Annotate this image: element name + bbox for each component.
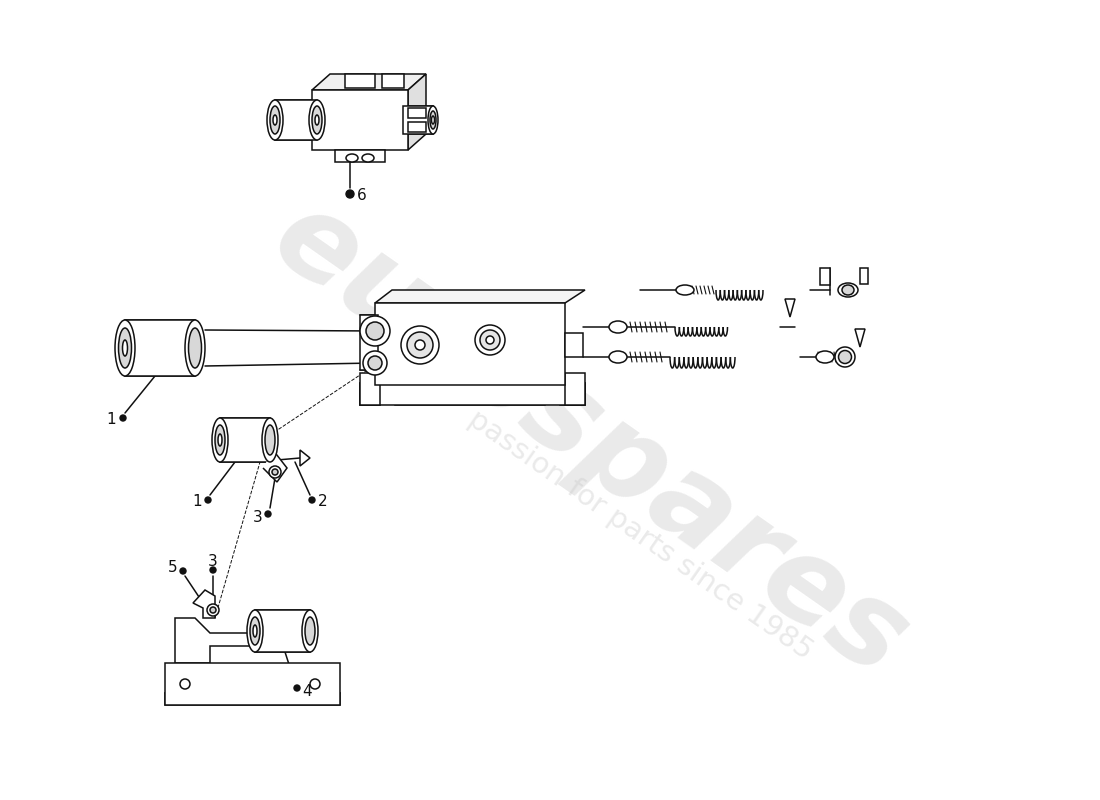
Ellipse shape [207,604,219,616]
Ellipse shape [486,336,494,344]
Circle shape [309,497,315,503]
Polygon shape [785,299,795,317]
Ellipse shape [816,351,834,363]
Ellipse shape [185,320,205,376]
Bar [565,373,585,405]
Ellipse shape [428,106,438,134]
Ellipse shape [430,111,436,129]
Polygon shape [408,74,426,150]
Ellipse shape [842,285,854,295]
Ellipse shape [119,328,132,368]
Text: 2: 2 [318,494,328,510]
Ellipse shape [309,100,324,140]
Circle shape [265,511,271,517]
Bar [408,108,426,118]
Bar [382,74,404,88]
Ellipse shape [362,154,374,162]
Circle shape [346,190,354,198]
Bar [360,373,379,405]
Ellipse shape [676,285,694,295]
Ellipse shape [415,340,425,350]
Ellipse shape [312,106,322,134]
Text: 3: 3 [208,554,218,570]
Polygon shape [192,590,215,618]
Ellipse shape [272,469,278,475]
Ellipse shape [407,332,433,358]
Polygon shape [375,290,585,303]
Ellipse shape [302,610,318,652]
Bar [360,315,378,370]
Polygon shape [263,450,287,482]
Polygon shape [360,383,585,405]
Ellipse shape [366,322,384,340]
Ellipse shape [218,434,222,446]
Circle shape [210,567,216,573]
Circle shape [294,685,300,691]
Ellipse shape [270,466,280,478]
Ellipse shape [475,325,505,355]
Bar [360,383,585,405]
Bar [255,610,310,652]
Polygon shape [860,268,868,284]
Ellipse shape [273,115,277,125]
Ellipse shape [431,116,434,124]
Text: 3: 3 [253,510,263,526]
Ellipse shape [248,610,263,652]
Text: 1: 1 [192,494,201,510]
Ellipse shape [212,418,228,462]
Ellipse shape [480,330,501,350]
Ellipse shape [835,347,855,367]
Polygon shape [175,618,275,663]
Circle shape [180,568,186,574]
Ellipse shape [346,154,358,162]
Text: 4: 4 [302,683,311,698]
Ellipse shape [838,350,851,363]
Ellipse shape [609,351,627,363]
Bar [220,418,270,462]
Ellipse shape [267,100,283,140]
Ellipse shape [214,425,225,455]
Circle shape [205,497,211,503]
Bar [345,74,375,88]
Ellipse shape [315,115,319,125]
Ellipse shape [305,617,315,645]
Ellipse shape [122,340,128,356]
Bar [565,333,583,357]
Ellipse shape [368,356,382,370]
Bar [312,90,408,150]
Ellipse shape [270,106,280,134]
Polygon shape [300,450,310,466]
Bar [336,150,385,162]
Ellipse shape [250,617,260,645]
Text: 5: 5 [168,561,178,575]
Text: passion for parts since 1985: passion for parts since 1985 [463,405,817,665]
Bar [275,100,317,140]
Ellipse shape [609,321,627,333]
Ellipse shape [262,418,278,462]
Ellipse shape [116,320,135,376]
Text: 6: 6 [358,187,367,202]
Polygon shape [855,329,865,347]
Text: eurospares: eurospares [252,179,928,701]
Ellipse shape [838,283,858,297]
Bar [125,320,195,376]
Polygon shape [312,74,426,90]
Bar [375,303,565,385]
Ellipse shape [363,351,387,375]
Bar [408,122,426,132]
Circle shape [120,415,127,421]
Ellipse shape [188,328,201,368]
Ellipse shape [253,625,257,637]
Ellipse shape [210,607,216,613]
Bar [165,663,340,705]
Ellipse shape [360,316,390,346]
Bar [403,106,433,134]
Ellipse shape [265,425,275,455]
Text: 1: 1 [107,413,116,427]
Polygon shape [820,268,830,285]
Ellipse shape [402,326,439,364]
Bar [165,693,340,705]
